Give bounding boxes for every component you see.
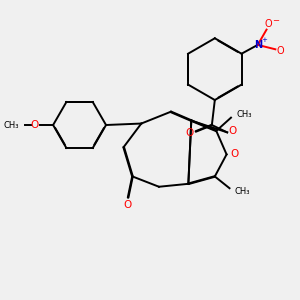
Text: +: +	[261, 37, 267, 43]
Text: O: O	[123, 200, 132, 210]
Text: O: O	[264, 19, 272, 29]
Text: O: O	[31, 120, 39, 130]
Text: CH₃: CH₃	[236, 110, 252, 118]
Text: CH₃: CH₃	[235, 187, 250, 196]
Text: O: O	[185, 128, 194, 138]
Text: CH₃: CH₃	[4, 121, 19, 130]
Text: N: N	[254, 40, 262, 50]
Text: −: −	[272, 16, 279, 25]
Text: O: O	[277, 46, 284, 56]
Text: O: O	[231, 149, 239, 159]
Text: O: O	[228, 126, 236, 136]
